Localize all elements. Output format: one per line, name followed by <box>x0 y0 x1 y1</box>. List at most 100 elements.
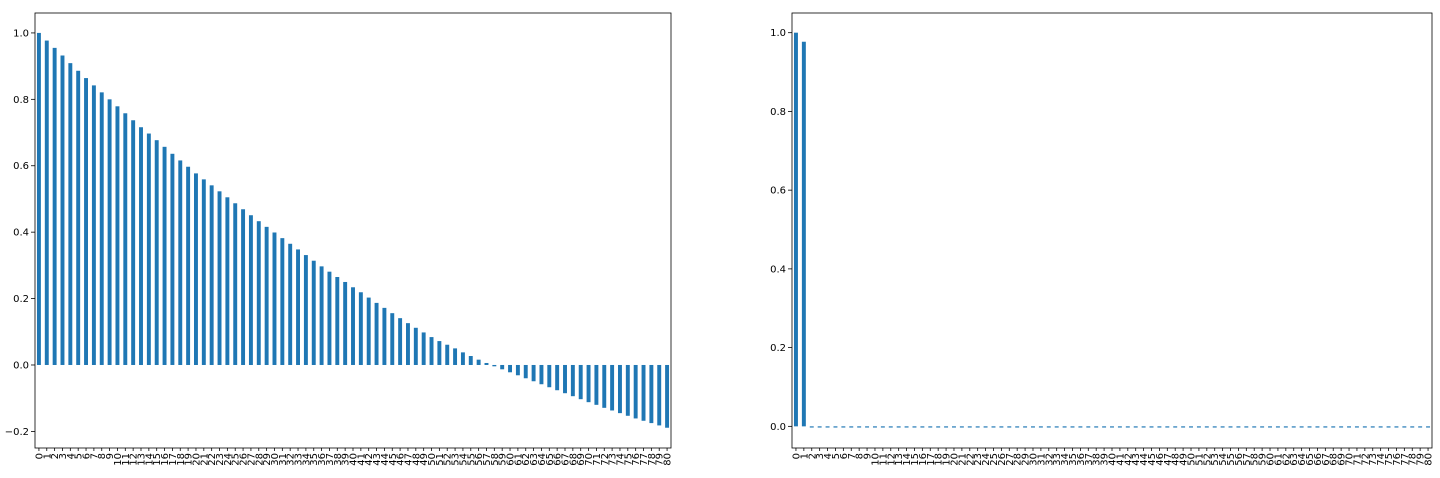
x-tick-label: 54 <box>1218 453 1229 466</box>
bar-1 <box>44 40 49 365</box>
bar-75 <box>1386 426 1391 428</box>
x-tick-label: 4 <box>823 453 834 459</box>
bar-56 <box>1236 426 1241 428</box>
bar-80 <box>665 364 670 428</box>
x-tick-label: 38 <box>1092 453 1103 466</box>
bar-25 <box>991 426 996 428</box>
bar-41 <box>1117 426 1122 428</box>
x-tick-label: 5 <box>831 453 842 459</box>
x-tick-label: 75 <box>1384 453 1395 466</box>
x-tick-label: 43 <box>1131 453 1142 466</box>
bar-40 <box>1110 426 1114 428</box>
bar-38 <box>335 276 340 365</box>
x-tick-label: 17 <box>168 453 179 466</box>
x-tick-label: 69 <box>1337 453 1348 466</box>
x-tick-label: 45 <box>388 453 399 466</box>
bar-47 <box>406 323 410 365</box>
x-tick-label: 56 <box>474 453 485 466</box>
x-tick-label: 42 <box>364 453 375 466</box>
bar-3 <box>60 55 65 365</box>
bar-37 <box>327 271 332 365</box>
x-tick-label: 63 <box>529 453 540 466</box>
x-tick-label: 50 <box>427 453 438 466</box>
bar-80 <box>1426 426 1431 428</box>
y-tick-label: 0.2 <box>13 294 29 305</box>
x-tick-label: 71 <box>1352 453 1363 466</box>
bar-7 <box>91 85 96 365</box>
bar-7 <box>849 426 854 428</box>
x-tick-label: 4 <box>66 453 77 459</box>
bar-27 <box>248 215 253 365</box>
x-tick-label: 19 <box>942 453 953 466</box>
x-tick-label: 62 <box>521 453 532 466</box>
x-tick-label: 52 <box>443 453 454 466</box>
bar-18 <box>936 426 941 428</box>
bar-42 <box>1125 426 1130 428</box>
x-tick-label: 3 <box>815 453 826 459</box>
bar-69 <box>1339 426 1344 428</box>
bar-54 <box>1220 426 1225 428</box>
x-tick-label: 26 <box>997 453 1008 466</box>
bar-59 <box>500 364 505 370</box>
bar-56 <box>476 359 481 365</box>
x-tick-label: 6 <box>839 453 850 459</box>
x-tick-label: 13 <box>137 453 148 466</box>
bar-77 <box>1402 426 1407 428</box>
bar-24 <box>225 197 230 365</box>
x-tick-label: 29 <box>1021 453 1032 466</box>
x-tick-label: 70 <box>584 453 595 466</box>
x-tick-label: 67 <box>561 453 572 466</box>
x-tick-label: 34 <box>1060 453 1071 466</box>
x-tick-label: 31 <box>1036 453 1047 466</box>
bar-31 <box>280 238 285 365</box>
x-tick-label: 24 <box>981 453 992 466</box>
x-tick-label: 22 <box>207 453 218 466</box>
x-tick-label: 66 <box>1313 453 1324 466</box>
x-tick-label: 65 <box>1305 453 1316 466</box>
bar-73 <box>1370 426 1375 428</box>
bar-13 <box>139 127 143 365</box>
x-tick-label: 51 <box>435 453 446 466</box>
x-tick-label: 47 <box>1163 453 1174 466</box>
bar-29 <box>264 226 269 365</box>
x-tick-label: 24 <box>223 453 234 466</box>
bar-69 <box>578 364 583 400</box>
x-tick-label: 66 <box>553 453 564 466</box>
y-tick-label: 0.6 <box>13 161 29 172</box>
bar-17 <box>170 153 175 365</box>
bar-39 <box>343 281 348 365</box>
x-tick-label: 17 <box>926 453 937 466</box>
bar-8 <box>857 426 862 428</box>
x-tick-label: 9 <box>863 453 874 459</box>
x-tick-label: 50 <box>1187 453 1198 466</box>
x-tick-label: 52 <box>1202 453 1213 466</box>
x-tick-label: 80 <box>1424 453 1435 466</box>
bar-71 <box>1354 426 1359 428</box>
x-tick-label: 69 <box>576 453 587 466</box>
x-tick-label: 67 <box>1321 453 1332 466</box>
x-tick-label: 56 <box>1234 453 1245 466</box>
x-tick-label: 11 <box>878 453 889 466</box>
bar-51 <box>1196 426 1201 428</box>
x-tick-label: 28 <box>1013 453 1024 466</box>
x-tick-label: 37 <box>325 453 336 466</box>
x-tick-label: 61 <box>513 453 524 466</box>
bar-50 <box>1189 426 1193 428</box>
bar-9 <box>107 99 112 365</box>
bar-5 <box>833 426 838 428</box>
x-tick-label: 40 <box>1108 453 1119 466</box>
x-tick-label: 8 <box>855 453 866 459</box>
bar-11 <box>123 113 128 365</box>
bar-46 <box>398 318 403 365</box>
bar-44 <box>382 307 387 365</box>
bar-52 <box>1204 426 1209 428</box>
x-tick-label: 35 <box>309 453 320 466</box>
bar-46 <box>1157 426 1162 428</box>
bar-36 <box>319 266 324 365</box>
x-tick-label: 10 <box>113 453 124 466</box>
bar-58 <box>1252 426 1257 428</box>
bar-25 <box>233 203 238 365</box>
bar-79 <box>1418 426 1423 428</box>
bar-59 <box>1260 426 1265 428</box>
bar-4 <box>825 426 830 428</box>
